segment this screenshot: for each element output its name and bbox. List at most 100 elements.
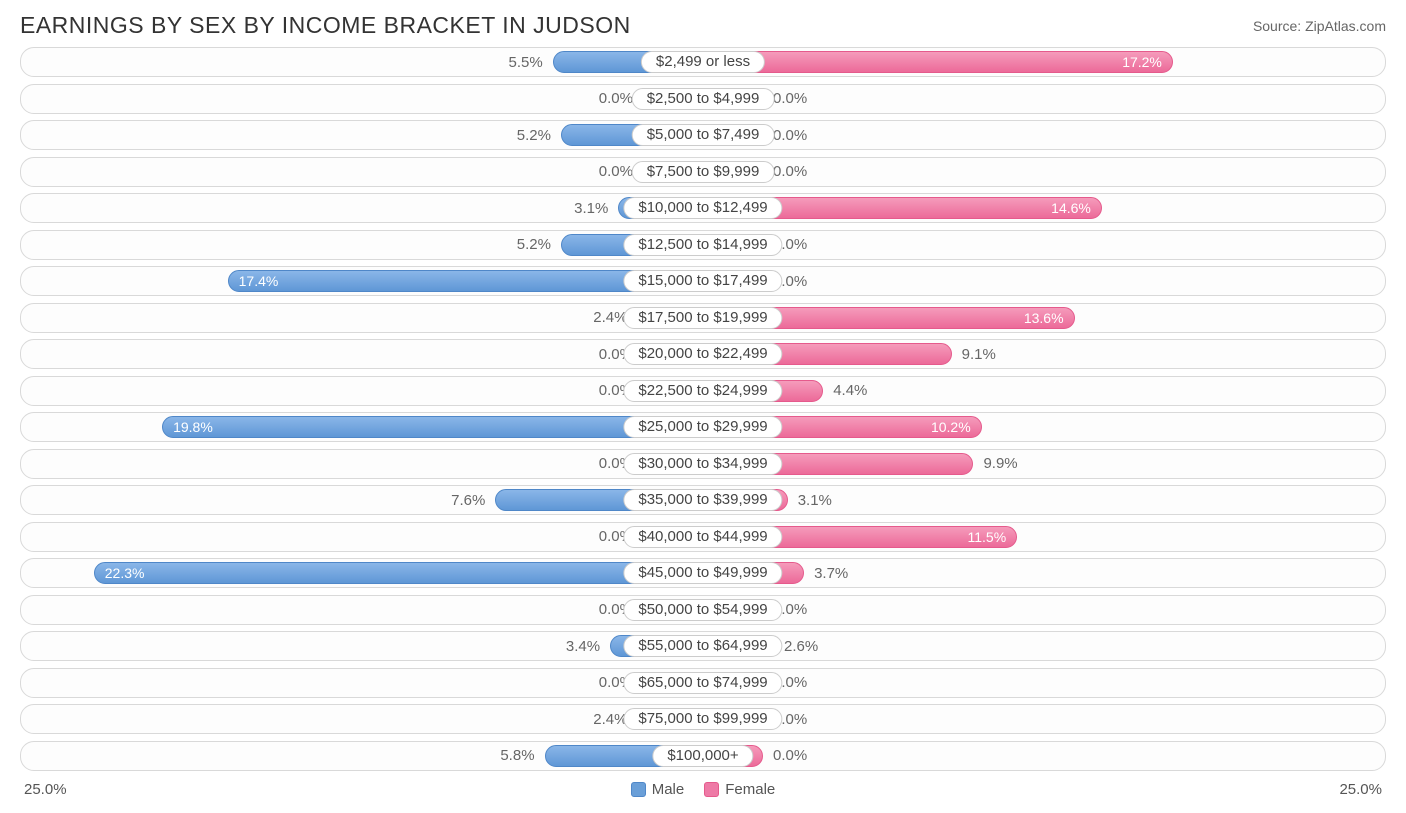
category-label: $2,500 to $4,999 [632, 88, 775, 110]
category-label: $7,500 to $9,999 [632, 161, 775, 183]
female-half: 10.2% [703, 413, 1385, 441]
female-half: 13.6% [703, 304, 1385, 332]
female-half: 2.6% [703, 632, 1385, 660]
chart-row: 19.8% 10.2% $25,000 to $29,999 [20, 412, 1386, 442]
chart-row: 0.0%0.0%$2,500 to $4,999 [20, 84, 1386, 114]
category-label: $40,000 to $44,999 [623, 526, 782, 548]
chart-row: 5.2% 0.0%$12,500 to $14,999 [20, 230, 1386, 260]
male-half: 17.4% [21, 267, 703, 295]
female-half: 3.1% [703, 486, 1385, 514]
female-pct-label: 17.2% [1122, 54, 1162, 70]
male-half: 7.6% [21, 486, 703, 514]
female-pct-label: 0.0% [763, 747, 817, 764]
chart-row: 7.6% 3.1% $35,000 to $39,999 [20, 485, 1386, 515]
chart-row: 5.8%0.0%$100,000+ [20, 741, 1386, 771]
category-label: $12,500 to $14,999 [623, 234, 782, 256]
chart-row: 0.0%4.4%$22,500 to $24,999 [20, 376, 1386, 406]
source-attribution: Source: ZipAtlas.com [1253, 18, 1386, 34]
male-pct-label: 3.1% [564, 200, 618, 217]
chart-row: 0.0% 9.9% $30,000 to $34,999 [20, 449, 1386, 479]
chart-row: 22.3% 3.7% $45,000 to $49,999 [20, 558, 1386, 588]
male-half: 19.8% [21, 413, 703, 441]
male-pct-label: 17.4% [239, 273, 279, 289]
category-label: $50,000 to $54,999 [623, 599, 782, 621]
male-half: 0.0% [21, 85, 703, 113]
male-pct-label: 5.5% [499, 54, 553, 71]
male-pct-label: 3.4% [556, 638, 610, 655]
female-pct-label: 3.7% [804, 565, 858, 582]
category-label: $20,000 to $22,499 [623, 343, 782, 365]
male-half: 3.4% [21, 632, 703, 660]
female-bar: 17.2% [703, 51, 1173, 73]
male-pct-label: 7.6% [441, 492, 495, 509]
category-label: $15,000 to $17,499 [623, 270, 782, 292]
female-half: 4.4% [703, 377, 1385, 405]
male-half: 0.0% [21, 669, 703, 697]
chart-row: 5.2%0.0%$5,000 to $7,499 [20, 120, 1386, 150]
female-half: 0.0% [703, 596, 1385, 624]
female-half: 0.0% [703, 85, 1385, 113]
category-label: $45,000 to $49,999 [623, 562, 782, 584]
chart-row: 2.4%0.0%$75,000 to $99,999 [20, 704, 1386, 734]
male-pct-label: 5.8% [490, 747, 544, 764]
male-half: 2.4% [21, 705, 703, 733]
male-half: 5.2% [21, 121, 703, 149]
male-half: 22.3% [21, 559, 703, 587]
female-pct-label: 9.9% [973, 455, 1027, 472]
chart-row: 2.4% 13.6% $17,500 to $19,999 [20, 303, 1386, 333]
male-half: 3.1% [21, 194, 703, 222]
female-half: 0.0% [703, 705, 1385, 733]
male-bar: 22.3% [94, 562, 703, 584]
female-swatch-icon [704, 782, 719, 797]
male-pct-label: 22.3% [105, 565, 145, 581]
female-half: 0.0% [703, 231, 1385, 259]
header: EARNINGS BY SEX BY INCOME BRACKET IN JUD… [0, 0, 1406, 47]
category-label: $30,000 to $34,999 [623, 453, 782, 475]
female-pct-label: 11.5% [968, 529, 1007, 545]
male-half: 5.2% [21, 231, 703, 259]
female-pct-label: 13.6% [1024, 310, 1064, 326]
category-label: $75,000 to $99,999 [623, 708, 782, 730]
male-half: 2.4% [21, 304, 703, 332]
male-pct-label: 5.2% [507, 236, 561, 253]
female-half: 0.0% [703, 267, 1385, 295]
male-pct-label: 19.8% [173, 419, 213, 435]
female-pct-label: 10.2% [931, 419, 971, 435]
male-half: 0.0% [21, 158, 703, 186]
axis-max-left: 25.0% [24, 781, 67, 798]
category-label: $5,000 to $7,499 [632, 124, 775, 146]
category-label: $55,000 to $64,999 [623, 635, 782, 657]
legend-male-label: Male [652, 781, 685, 798]
diverging-bar-chart: 5.5%17.2%$2,499 or less0.0%0.0%$2,500 to… [0, 47, 1406, 771]
female-half: 14.6% [703, 194, 1385, 222]
legend-male: Male [631, 781, 685, 798]
female-half: 0.0% [703, 669, 1385, 697]
category-label: $25,000 to $29,999 [623, 416, 782, 438]
category-label: $35,000 to $39,999 [623, 489, 782, 511]
female-half: 0.0% [703, 121, 1385, 149]
chart-row: 17.4% 0.0%$15,000 to $17,499 [20, 266, 1386, 296]
chart-title: EARNINGS BY SEX BY INCOME BRACKET IN JUD… [20, 12, 631, 39]
chart-row: 0.0%9.1%$20,000 to $22,499 [20, 339, 1386, 369]
female-pct-label: 9.1% [952, 346, 1006, 363]
category-label: $17,500 to $19,999 [623, 307, 782, 329]
female-half: 17.2% [703, 48, 1385, 76]
category-label: $65,000 to $74,999 [623, 672, 782, 694]
female-pct-label: 14.6% [1051, 200, 1091, 216]
male-bar: 19.8% [162, 416, 703, 438]
legend: Male Female [631, 781, 776, 798]
female-half: 0.0% [703, 158, 1385, 186]
category-label: $10,000 to $12,499 [623, 197, 782, 219]
chart-row: 0.0%0.0%$7,500 to $9,999 [20, 157, 1386, 187]
male-half: 0.0% [21, 377, 703, 405]
chart-row: 3.1% 14.6% $10,000 to $12,499 [20, 193, 1386, 223]
female-half: 9.9% [703, 450, 1385, 478]
category-label: $2,499 or less [641, 51, 765, 73]
male-half: 5.5% [21, 48, 703, 76]
male-half: 0.0% [21, 450, 703, 478]
female-pct-label: 4.4% [823, 382, 877, 399]
male-swatch-icon [631, 782, 646, 797]
chart-row: 0.0%11.5%$40,000 to $44,999 [20, 522, 1386, 552]
female-pct-label: 3.1% [788, 492, 842, 509]
legend-female: Female [704, 781, 775, 798]
